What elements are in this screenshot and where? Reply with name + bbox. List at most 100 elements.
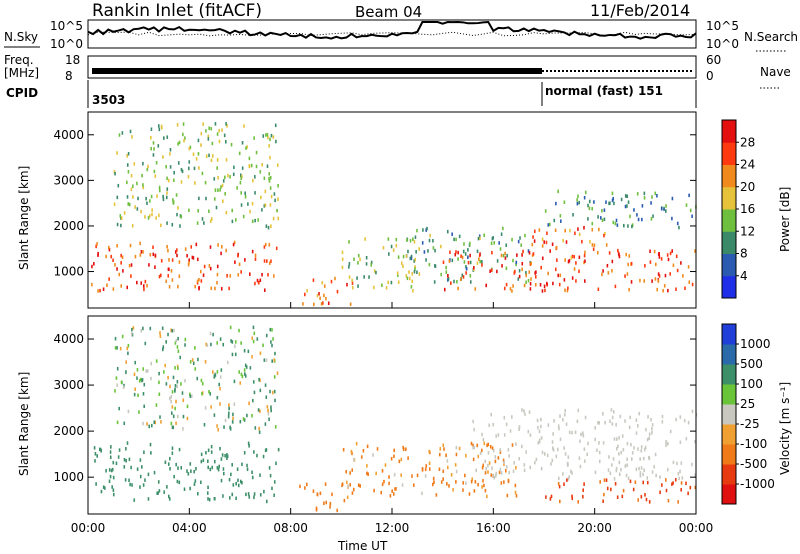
heatmap-cell bbox=[217, 243, 219, 247]
heatmap-cell bbox=[218, 464, 221, 469]
colorbar-swatch bbox=[722, 164, 736, 188]
heatmap-cell bbox=[685, 481, 687, 486]
heatmap-cell bbox=[170, 399, 172, 404]
heatmap-cell bbox=[112, 258, 114, 263]
heatmap-cell bbox=[108, 468, 111, 472]
heatmap-cell bbox=[547, 223, 550, 227]
heatmap-cell bbox=[582, 494, 584, 499]
heatmap-cell bbox=[481, 448, 483, 453]
heatmap-cell bbox=[407, 249, 409, 254]
heatmap-cell bbox=[197, 152, 200, 156]
heatmap-cell bbox=[121, 131, 124, 135]
heatmap-cell bbox=[154, 265, 156, 269]
heatmap-cell bbox=[511, 443, 514, 447]
heatmap-cell bbox=[224, 175, 226, 180]
heatmap-cell bbox=[537, 441, 540, 445]
heatmap-cell bbox=[564, 408, 566, 413]
heatmap-cell bbox=[266, 405, 269, 409]
heatmap-cell bbox=[112, 475, 115, 480]
heatmap-cell bbox=[549, 249, 551, 253]
heatmap-cell bbox=[245, 146, 247, 150]
heatmap-cell bbox=[183, 138, 185, 143]
heatmap-cell bbox=[661, 483, 663, 487]
heatmap-cell bbox=[529, 287, 532, 291]
heatmap-cell bbox=[97, 289, 99, 293]
heatmap-cell bbox=[161, 347, 164, 352]
heatmap-cell bbox=[604, 420, 606, 425]
heatmap-cell bbox=[189, 486, 191, 491]
heatmap-cell bbox=[325, 500, 328, 505]
heatmap-cell bbox=[448, 484, 450, 488]
heatmap-cell bbox=[149, 326, 152, 331]
heatmap-cell bbox=[476, 249, 479, 254]
heatmap-cell bbox=[134, 205, 136, 209]
heatmap-cell bbox=[136, 467, 139, 471]
heatmap-cell bbox=[210, 405, 212, 409]
heatmap-cell bbox=[181, 169, 184, 174]
heatmap-cell bbox=[482, 463, 485, 468]
heatmap-cell bbox=[182, 132, 184, 137]
heatmap-cell bbox=[473, 489, 476, 493]
heatmap-cell bbox=[531, 253, 534, 257]
heatmap-cell bbox=[521, 267, 523, 272]
heatmap-cell bbox=[357, 253, 360, 258]
heatmap-cell bbox=[126, 163, 129, 167]
heatmap-cell bbox=[270, 340, 272, 344]
heatmap-cell bbox=[523, 409, 525, 413]
heatmap-cell bbox=[559, 414, 561, 418]
heatmap-cell bbox=[134, 254, 137, 259]
heatmap-cell bbox=[691, 409, 694, 414]
heatmap-cell bbox=[180, 466, 183, 470]
heatmap-cell bbox=[521, 408, 523, 412]
heatmap-cell bbox=[150, 194, 153, 199]
heatmap-cell bbox=[116, 243, 118, 248]
heatmap-cell bbox=[633, 208, 635, 212]
colorbar-tick-label: 24 bbox=[740, 158, 755, 172]
heatmap-cell bbox=[635, 418, 638, 422]
heatmap-cell bbox=[206, 491, 209, 495]
heatmap-cell bbox=[465, 265, 467, 269]
heatmap-cell bbox=[567, 286, 569, 291]
heatmap-cell bbox=[228, 286, 230, 291]
heatmap-cell bbox=[187, 472, 190, 476]
heatmap-cell bbox=[554, 267, 557, 272]
heatmap-cell bbox=[249, 209, 251, 214]
heatmap-cell bbox=[228, 411, 230, 416]
heatmap-cell bbox=[244, 194, 247, 199]
heatmap-cell bbox=[170, 421, 173, 426]
heatmap-cell bbox=[558, 484, 561, 489]
heatmap-cell bbox=[252, 380, 255, 384]
heatmap-cell bbox=[136, 207, 139, 211]
heatmap-cell bbox=[169, 456, 171, 461]
heatmap-cell bbox=[274, 123, 277, 128]
heatmap-cell bbox=[402, 254, 405, 259]
heatmap-cell bbox=[680, 261, 682, 265]
heatmap-cell bbox=[556, 258, 558, 262]
heatmap-cell bbox=[147, 164, 149, 169]
heatmap-cell bbox=[426, 226, 428, 231]
heatmap-cell bbox=[521, 253, 523, 257]
heatmap-cell bbox=[409, 239, 412, 243]
heatmap-cell bbox=[219, 375, 222, 379]
heatmap-cell bbox=[557, 273, 560, 278]
heatmap-cell bbox=[143, 287, 145, 292]
heatmap-cell bbox=[385, 286, 388, 290]
heatmap-cell bbox=[552, 446, 554, 450]
heatmap-cell bbox=[149, 252, 152, 257]
heatmap-cell bbox=[624, 419, 626, 423]
heatmap-cell bbox=[270, 224, 272, 228]
heatmap-cell bbox=[685, 203, 688, 207]
heatmap-cell bbox=[268, 261, 271, 265]
heatmap-cell bbox=[640, 495, 643, 499]
heatmap-cell bbox=[479, 252, 481, 256]
heatmap-cell bbox=[473, 266, 475, 270]
heatmap-cell bbox=[254, 253, 257, 258]
heatmap-cell bbox=[624, 204, 627, 209]
heatmap-cell bbox=[128, 457, 131, 462]
heatmap-cell bbox=[576, 201, 579, 206]
heatmap-cell bbox=[494, 459, 497, 464]
heatmap-cell bbox=[640, 445, 643, 449]
heatmap-cell bbox=[513, 461, 515, 465]
heatmap-cell bbox=[276, 208, 278, 213]
heatmap-cell bbox=[582, 488, 585, 492]
